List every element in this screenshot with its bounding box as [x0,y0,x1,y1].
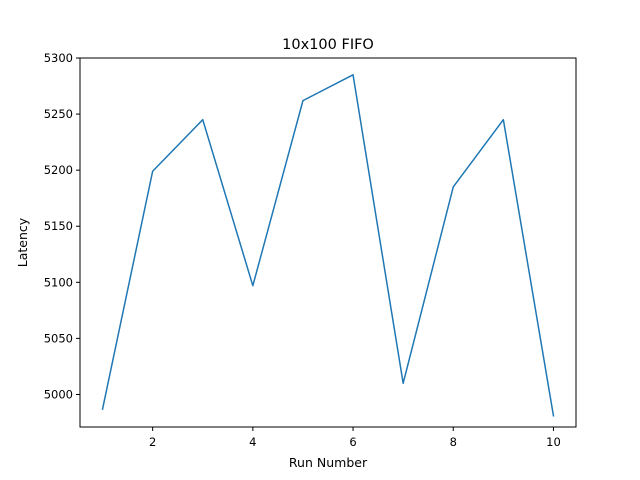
y-tick-label: 5100 [44,275,73,289]
x-tick-label: 8 [450,435,457,449]
y-tick-label: 5050 [44,331,73,345]
x-tick-label: 4 [249,435,256,449]
chart-title: 10x100 FIFO [282,37,374,53]
series-line [101,74,555,417]
x-tick-label: 10 [546,435,561,449]
x-axis-ticks: 2 4 6 8 10 [149,427,561,449]
plot-area-frame [79,57,577,428]
y-tick-label: 5150 [44,219,73,233]
y-tick-label: 5300 [44,51,73,65]
y-tick-label: 5250 [44,107,73,121]
x-tick-label: 2 [149,435,156,449]
x-axis-label: Run Number [289,455,368,470]
series-layer [101,74,555,417]
y-tick-label: 5000 [44,387,73,401]
y-axis-ticks: 5000 5050 5100 5150 5200 5250 5300 [44,51,80,401]
y-axis-label: Latency [15,217,30,267]
x-tick-label: 6 [349,435,356,449]
y-tick-label: 5200 [44,163,73,177]
